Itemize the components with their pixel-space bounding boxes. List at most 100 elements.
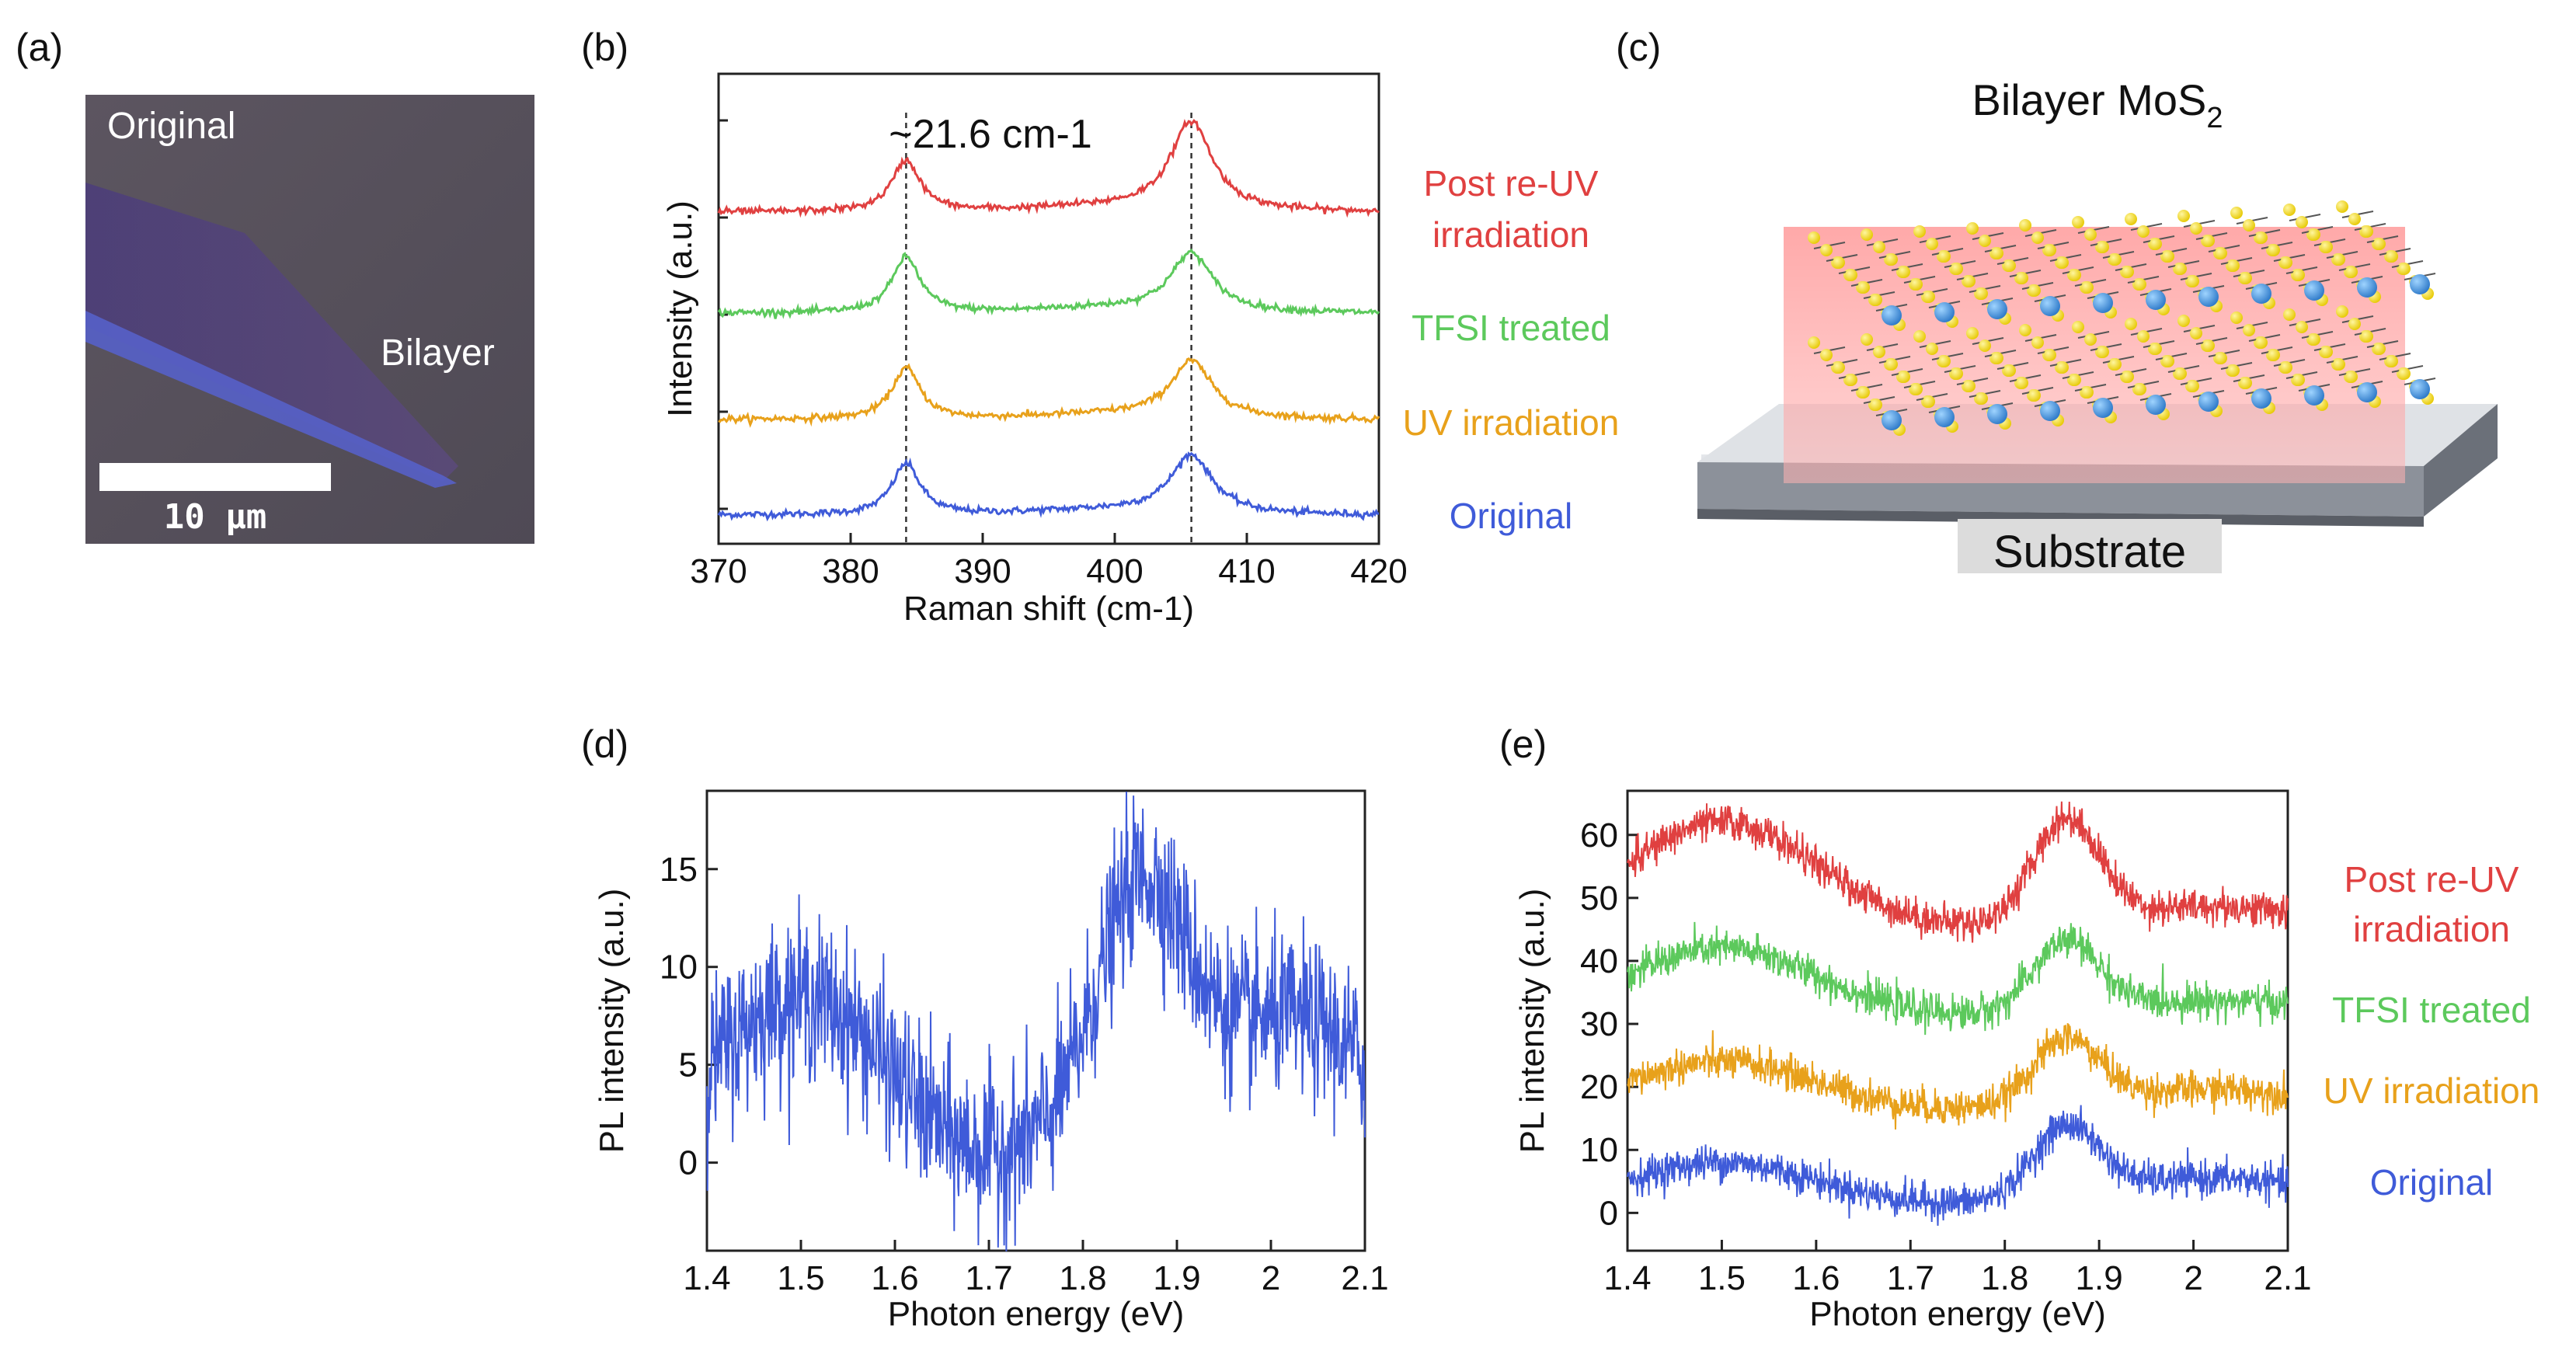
- sulfur-atom: [2345, 371, 2358, 383]
- molybdenum-atom: [1987, 299, 2007, 319]
- sulfur-atom: [2280, 361, 2292, 374]
- raman-xtick-label: 410: [1218, 552, 1275, 590]
- sulfur-atom: [2320, 241, 2333, 253]
- sulfur-atom: [1910, 383, 1923, 395]
- sulfur-atom: [2097, 241, 2109, 253]
- molybdenum-atom: [2357, 277, 2377, 298]
- pl-e-xlabel: Photon energy (eV): [1809, 1295, 2106, 1333]
- pl-e-legend-item: Original: [2370, 1162, 2494, 1203]
- sulfur-atom: [2031, 231, 2044, 244]
- raman-xtick-label: 380: [822, 552, 879, 590]
- raman-legend-item: TFSI treated: [1412, 308, 1610, 348]
- sulfur-atom: [1861, 333, 1873, 346]
- raman-xtick-label: 370: [690, 552, 747, 590]
- sulfur-atom: [1833, 361, 1845, 374]
- pl-e-legend-item: irradiation: [2353, 909, 2510, 949]
- molybdenum-atom: [2198, 392, 2219, 412]
- molybdenum-atom: [2251, 388, 2271, 409]
- sulfur-atom: [2109, 253, 2122, 266]
- sulfur-atom: [2081, 386, 2094, 399]
- sulfur-atom: [1820, 349, 1833, 361]
- sulfur-atom: [1845, 269, 1857, 281]
- pl-e-xtick-label: 1.5: [1698, 1259, 1746, 1297]
- sulfur-atom: [2320, 346, 2333, 358]
- pl-e-ytick-label: 40: [1580, 942, 1618, 980]
- sulfur-atom: [2268, 244, 2280, 256]
- sulfur-atom: [1873, 241, 1885, 253]
- raman-plot-frame: [717, 72, 1380, 545]
- micrograph-panel: Original Bilayer 10 μm: [85, 95, 534, 544]
- raman-legend-item: Post re-UV: [1424, 163, 1599, 204]
- sulfur-atom: [2162, 250, 2174, 263]
- pl-e-xtick-label: 1.8: [1981, 1259, 2028, 1297]
- pl-e-xtick-label: 1.7: [1887, 1259, 1934, 1297]
- molybdenum-atom: [1934, 302, 1955, 322]
- sulfur-atom: [2177, 210, 2190, 222]
- molybdenum-atom: [2357, 382, 2377, 402]
- sulfur-atom: [2243, 324, 2255, 336]
- sulfur-atom: [1923, 291, 1935, 303]
- sulfur-atom: [1966, 327, 1979, 339]
- sulfur-atom: [1870, 294, 1882, 306]
- sulfur-atom: [1885, 253, 1898, 266]
- sulfur-atom: [1951, 367, 1963, 380]
- sulfur-atom: [2268, 349, 2280, 361]
- sulfur-atom: [2072, 216, 2084, 228]
- pl-e-legend-item: TFSI treated: [2332, 990, 2531, 1030]
- sulfur-atom: [2069, 269, 2081, 281]
- sulfur-atom: [2215, 352, 2227, 364]
- substrate-side: [2424, 404, 2498, 517]
- sulfur-atom: [2230, 207, 2243, 219]
- sulfur-atom: [2296, 321, 2308, 333]
- raman-series-line: [718, 357, 1380, 428]
- pl-e-xtick-label: 2: [2184, 1259, 2202, 1297]
- molybdenum-atom: [2304, 385, 2324, 406]
- pl-e-legend-item: Post re-UV: [2345, 859, 2519, 900]
- sulfur-atom: [2202, 339, 2215, 352]
- sulfur-atom: [2162, 355, 2174, 367]
- panel-label-c: (c): [1616, 26, 1661, 69]
- raman-series-line: [717, 118, 1380, 218]
- sulfur-atom: [2134, 278, 2146, 291]
- pl-d-xtick-label: 1.5: [777, 1259, 824, 1297]
- sulfur-atom: [2122, 266, 2134, 278]
- sulfur-atom: [2190, 327, 2202, 339]
- sulfur-atom: [2028, 389, 2041, 402]
- sulfur-atom: [2150, 343, 2162, 355]
- pl-d-ytick-label: 5: [679, 1046, 698, 1084]
- sulfur-atom: [1808, 336, 1820, 349]
- sulfur-atom: [1926, 343, 1938, 355]
- sulfur-atom: [2336, 305, 2348, 318]
- pl-d-xtick-label: 1.9: [1153, 1259, 1200, 1297]
- molybdenum-atom: [2093, 293, 2113, 313]
- raman-legend-item: UV irradiation: [1403, 402, 1620, 443]
- sulfur-atom: [2386, 250, 2398, 263]
- pl-e-ytick-label: 10: [1580, 1131, 1618, 1169]
- sulfur-atom: [1991, 352, 2003, 364]
- substrate-label-box: [1958, 519, 2222, 573]
- sulfur-atom: [1991, 247, 2003, 259]
- sulfur-atom: [2003, 259, 2016, 272]
- pl-e-xtick-label: 1.9: [2076, 1259, 2123, 1297]
- sulfur-atom: [2137, 330, 2150, 343]
- sulfur-atom: [1976, 287, 1988, 300]
- pl-d-ytick-label: 15: [660, 851, 698, 889]
- sulfur-atom: [2292, 269, 2305, 281]
- pl-d-ytick-label: 0: [679, 1144, 698, 1182]
- sulfur-atom: [2227, 259, 2240, 272]
- pl-d-xlabel: Photon energy (eV): [888, 1295, 1185, 1333]
- sulfur-atom: [1870, 399, 1882, 411]
- panel-label-b: (b): [581, 26, 628, 69]
- sulfur-atom: [2174, 263, 2187, 275]
- sulfur-atom: [2361, 225, 2373, 238]
- sulfur-atom: [2336, 200, 2348, 213]
- sulfur-atom: [2019, 324, 2031, 336]
- sulfur-atom: [2125, 213, 2137, 225]
- panel-label-e: (e): [1499, 722, 1547, 766]
- sulfur-atom: [1963, 275, 1976, 287]
- pl-e-series-line: [1627, 801, 2289, 943]
- bilayer-flake: [85, 183, 458, 482]
- sulfur-atom: [1808, 231, 1820, 244]
- pl-e-plot-frame: [1626, 789, 2289, 1252]
